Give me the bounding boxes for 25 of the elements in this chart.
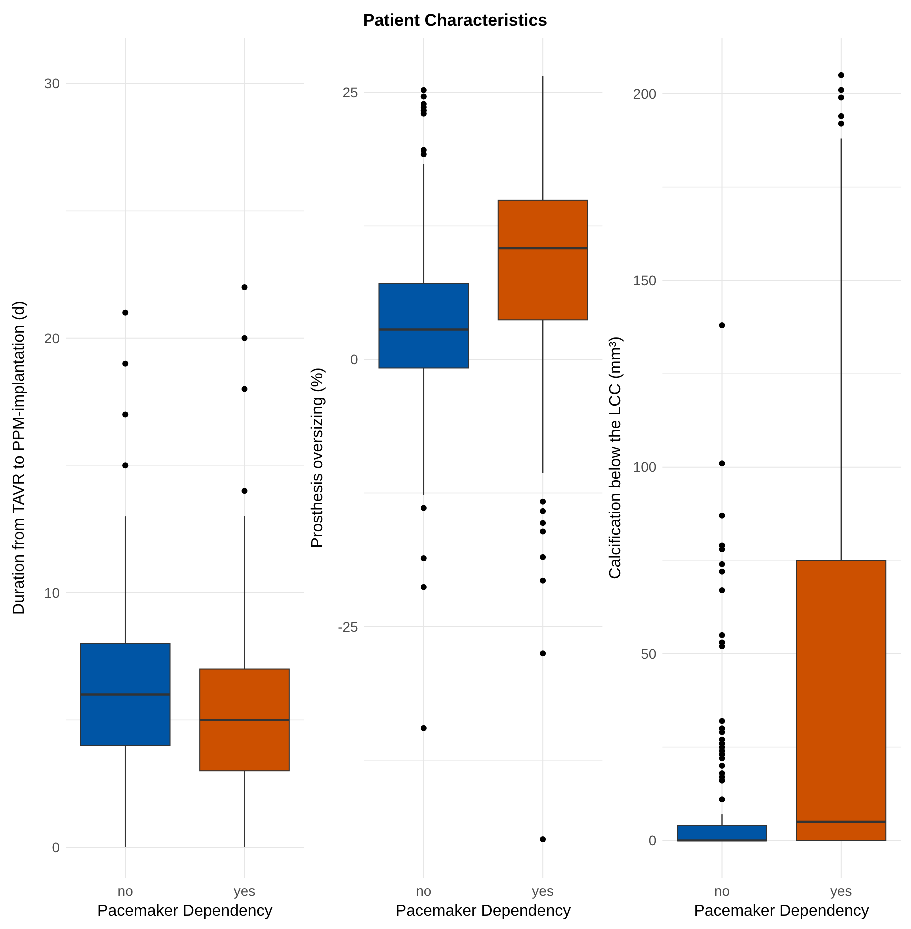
- y-tick-label: 25: [342, 84, 359, 100]
- x-tick-label: yes: [830, 883, 852, 899]
- y-tick-label: 50: [641, 646, 657, 662]
- y-tick-label: 0: [52, 839, 60, 856]
- y-tick-label: 0: [648, 832, 657, 849]
- y-tick-label: 10: [44, 584, 60, 601]
- y-tick-label: 200: [633, 86, 657, 102]
- y-tick-label: 30: [44, 76, 60, 92]
- y-axis-title: Prosthesis oversizing (%): [309, 368, 326, 548]
- x-tick-label: no: [118, 883, 134, 899]
- x-tick-label: yes: [234, 883, 256, 899]
- y-axis-title: Calcification below the LCC (mm³): [608, 336, 625, 580]
- x-tick-label: no: [714, 883, 730, 899]
- x-axis-title: Pacemaker Dependency: [694, 903, 870, 920]
- y-axis-title: Duration from TAVR to PPM-implantation (d): [11, 301, 28, 615]
- y-tick-label: 100: [633, 459, 657, 476]
- x-axis-title: Pacemaker Dependency: [98, 903, 273, 920]
- y-tick-label: 20: [44, 330, 60, 346]
- chart-title: Patient Characteristics: [363, 11, 548, 30]
- y-tick-label: 150: [633, 272, 657, 289]
- y-tick-label: 0: [350, 352, 359, 368]
- x-tick-label: yes: [532, 883, 554, 899]
- x-tick-label: no: [416, 883, 432, 899]
- x-axis-title: Pacemaker Dependency: [396, 903, 572, 920]
- y-tick-label: -25: [338, 618, 359, 635]
